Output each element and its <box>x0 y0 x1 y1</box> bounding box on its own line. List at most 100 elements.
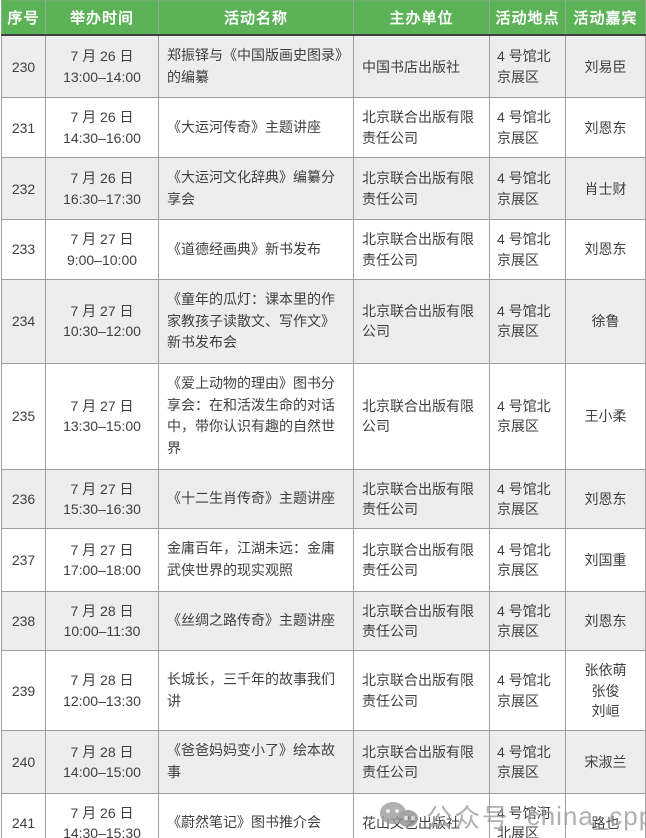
cell-serial: 231 <box>1 97 46 158</box>
cell-time: 7 月 26 日 16:30–17:30 <box>45 156 159 221</box>
cell-guests: 路也 <box>565 792 646 838</box>
guest-name: 肖士财 <box>584 180 627 197</box>
cell-location: 4 号馆河北展区 <box>489 792 566 838</box>
event-date: 7 月 27 日 <box>70 541 134 558</box>
cell-activity-name: 郑振铎与《中国版画史图录》的编纂 <box>158 34 354 99</box>
event-time-range: 13:30–15:00 <box>63 418 141 435</box>
cell-guests: 徐鲁 <box>565 278 646 365</box>
cell-serial: 233 <box>1 219 46 280</box>
cell-serial: 238 <box>1 590 46 652</box>
table-header-row: 序号 举办时间 活动名称 主办单位 活动地点 活动嘉宾 <box>1 0 646 36</box>
guest-name: 刘国重 <box>584 551 627 568</box>
header-location: 活动地点 <box>489 0 566 36</box>
table-row: 238 7 月 28 日 10:00–11:30 《丝绸之路传奇》主题讲座 北京联合出版… <box>1 590 646 652</box>
cell-activity-name: 《爸爸妈妈变小了》绘本故事 <box>158 730 354 794</box>
cell-guests: 张依萌 张俊 刘峘 <box>565 650 646 732</box>
cell-serial: 230 <box>1 34 46 99</box>
event-time-range: 14:30–16:00 <box>63 129 141 146</box>
cell-activity-name: 金庸百年，江湖未远：金庸武侠世界的现实观照 <box>158 528 354 592</box>
cell-time: 7 月 26 日 13:00–14:00 <box>45 34 159 99</box>
table-row: 240 7 月 28 日 14:00–15:00 《爸爸妈妈变小了》绘本故事 北京联合出… <box>1 730 646 794</box>
cell-guests: 王小柔 <box>565 363 646 470</box>
header-serial: 序号 <box>1 0 46 36</box>
event-date: 7 月 28 日 <box>70 602 134 619</box>
cell-serial: 237 <box>1 528 46 592</box>
cell-organizer: 北京联合出版有限公司 <box>353 363 490 470</box>
cell-serial: 232 <box>1 156 46 221</box>
cell-guests: 肖士财 <box>565 156 646 221</box>
cell-serial: 240 <box>1 730 46 794</box>
table-row: 237 7 月 27 日 17:00–18:00 金庸百年，江湖未远：金庸武侠世界的现… <box>1 528 646 592</box>
cell-activity-name: 《蔚然笔记》图书推介会 <box>158 792 354 838</box>
guest-name: 路也 <box>591 814 620 831</box>
cell-location: 4 号馆北京展区 <box>489 730 566 794</box>
header-activity-name: 活动名称 <box>158 0 354 36</box>
cell-activity-name: 《十二生肖传奇》主题讲座 <box>158 468 354 530</box>
event-date: 7 月 26 日 <box>70 48 134 65</box>
guest-name: 王小柔 <box>584 408 627 425</box>
table-row: 231 7 月 26 日 14:30–16:00 《大运河传奇》主题讲座 北京联合出版有… <box>1 97 646 158</box>
cell-location: 4 号馆北京展区 <box>489 97 566 158</box>
guest-name: 宋淑兰 <box>584 753 627 770</box>
event-date: 7 月 27 日 <box>70 231 134 248</box>
cell-time: 7 月 28 日 12:00–13:30 <box>45 650 159 732</box>
guest-name: 刘易臣 <box>584 58 627 75</box>
table-row: 236 7 月 27 日 15:30–16:30 《十二生肖传奇》主题讲座 北京联合出版… <box>1 468 646 530</box>
guest-name: 刘恩东 <box>584 119 627 136</box>
guest-name: 徐鲁 <box>591 313 620 330</box>
cell-activity-name: 《大运河文化辞典》编纂分享会 <box>158 156 354 221</box>
cell-guests: 刘恩东 <box>565 97 646 158</box>
event-date: 7 月 26 日 <box>70 804 134 821</box>
guest-name: 刘峘 <box>591 702 620 719</box>
event-date: 7 月 28 日 <box>70 743 134 760</box>
cell-location: 4 号馆北京展区 <box>489 34 566 99</box>
table-row: 234 7 月 27 日 10:30–12:00 《童年的瓜灯：课本里的作家教孩子读散… <box>1 278 646 365</box>
cell-activity-name: 《丝绸之路传奇》主题讲座 <box>158 590 354 652</box>
cell-location: 4 号馆北京展区 <box>489 219 566 280</box>
cell-guests: 刘恩东 <box>565 468 646 530</box>
cell-time: 7 月 27 日 9:00–10:00 <box>45 219 159 280</box>
cell-organizer: 北京联合出版有限责任公司 <box>353 219 490 280</box>
cell-time: 7 月 26 日 14:30–16:00 <box>45 97 159 158</box>
cell-time: 7 月 27 日 10:30–12:00 <box>45 278 159 365</box>
cell-organizer: 北京联合出版有限责任公司 <box>353 97 490 158</box>
cell-activity-name: 《爱上动物的理由》图书分享会：在和活泼生命的对话中，带你认识有趣的自然世界 <box>158 363 354 470</box>
cell-activity-name: 《童年的瓜灯：课本里的作家教孩子读散文、写作文》新书发布会 <box>158 278 354 365</box>
cell-time: 7 月 26 日 14:30–15:30 <box>45 792 159 838</box>
event-time-range: 13:00–14:00 <box>63 68 141 85</box>
cell-location: 4 号馆北京展区 <box>489 278 566 365</box>
cell-location: 4 号馆北京展区 <box>489 528 566 592</box>
event-time-range: 10:00–11:30 <box>63 623 141 640</box>
cell-activity-name: 《大运河传奇》主题讲座 <box>158 97 354 158</box>
guest-name: 张俊 <box>591 682 620 699</box>
header-organizer: 主办单位 <box>353 0 490 36</box>
cell-guests: 刘恩东 <box>565 590 646 652</box>
cell-activity-name: 长城长，三千年的故事我们讲 <box>158 650 354 732</box>
cell-organizer: 中国书店出版社 <box>353 34 490 99</box>
event-time-range: 17:00–18:00 <box>63 562 141 579</box>
cell-organizer: 北京联合出版有限责任公司 <box>353 528 490 592</box>
table-header: 序号 举办时间 活动名称 主办单位 活动地点 活动嘉宾 <box>1 0 646 36</box>
cell-location: 4 号馆北京展区 <box>489 156 566 221</box>
table-row: 239 7 月 28 日 12:00–13:30 长城长，三千年的故事我们讲 北京联合出… <box>1 650 646 732</box>
event-date: 7 月 27 日 <box>70 398 134 415</box>
header-guests: 活动嘉宾 <box>565 0 646 36</box>
guest-name: 刘恩东 <box>584 241 627 258</box>
cell-time: 7 月 27 日 17:00–18:00 <box>45 528 159 592</box>
cell-organizer: 北京联合出版有限责任公司 <box>353 730 490 794</box>
table-row: 233 7 月 27 日 9:00–10:00 《道德经画典》新书发布 北京联合出版有限… <box>1 219 646 280</box>
event-time-range: 16:30–17:30 <box>63 190 141 207</box>
cell-serial: 236 <box>1 468 46 530</box>
table-row: 241 7 月 26 日 14:30–15:30 《蔚然笔记》图书推介会 花山文艺出版社… <box>1 792 646 838</box>
event-time-range: 14:30–15:30 <box>63 824 141 838</box>
cell-guests: 刘恩东 <box>565 219 646 280</box>
guest-name: 刘恩东 <box>584 612 627 629</box>
table-row: 235 7 月 27 日 13:30–15:00 《爱上动物的理由》图书分享会：在和活… <box>1 363 646 470</box>
guest-name: 张依萌 <box>584 662 627 679</box>
cell-time: 7 月 27 日 13:30–15:00 <box>45 363 159 470</box>
cell-organizer: 北京联合出版有限责任公司 <box>353 468 490 530</box>
cell-organizer: 北京联合出版有限公司 <box>353 278 490 365</box>
event-time-range: 10:30–12:00 <box>63 323 141 340</box>
event-date: 7 月 26 日 <box>70 170 134 187</box>
